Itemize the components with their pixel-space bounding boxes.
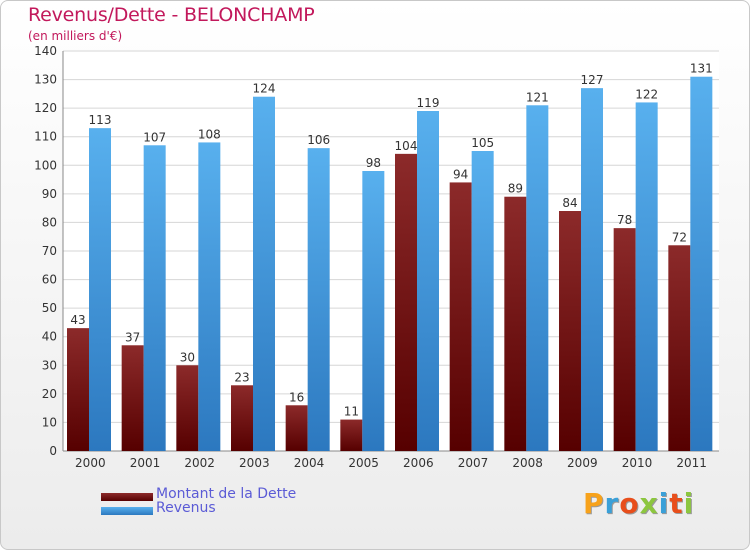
bar-dette bbox=[285, 405, 308, 451]
bar-revenus bbox=[198, 142, 221, 451]
bar-dette bbox=[559, 211, 581, 451]
bar-revenus bbox=[471, 151, 494, 451]
y-tick-label: 130 bbox=[34, 73, 57, 87]
bar-dette bbox=[231, 385, 253, 451]
x-tick-label: 2007 bbox=[458, 456, 489, 470]
logo-letter: i bbox=[658, 487, 670, 520]
x-tick-label: 2002 bbox=[184, 456, 215, 470]
bar-revenus bbox=[581, 88, 603, 452]
y-tick-label: 30 bbox=[42, 358, 57, 372]
bar-dette bbox=[340, 419, 363, 451]
value-label-dette: 94 bbox=[453, 167, 468, 181]
bar-revenus bbox=[526, 105, 549, 452]
bar-dette bbox=[613, 228, 636, 451]
value-label-dette: 72 bbox=[672, 230, 687, 244]
value-label-revenus: 106 bbox=[307, 133, 330, 147]
bar-dette bbox=[176, 365, 199, 451]
logo-letter: t bbox=[669, 487, 684, 520]
x-tick-label: 2009 bbox=[567, 456, 598, 470]
bar-revenus bbox=[89, 128, 111, 451]
bar-revenus bbox=[635, 102, 658, 451]
value-label-dette: 23 bbox=[234, 370, 249, 384]
chart-subtitle: (en milliers d'€) bbox=[28, 29, 123, 43]
value-label-dette: 37 bbox=[125, 330, 140, 344]
value-label-dette: 30 bbox=[180, 350, 195, 364]
value-label-dette: 43 bbox=[70, 313, 85, 327]
value-label-dette: 104 bbox=[395, 139, 418, 153]
y-tick-label: 110 bbox=[34, 130, 57, 144]
legend-swatch-dette bbox=[101, 493, 153, 501]
bar-dette bbox=[395, 153, 417, 451]
value-label-revenus: 113 bbox=[89, 113, 112, 127]
logo-letter: o bbox=[619, 487, 640, 520]
value-label-dette: 11 bbox=[344, 405, 359, 419]
y-tick-label: 20 bbox=[42, 387, 57, 401]
x-tick-label: 2001 bbox=[130, 456, 161, 470]
value-label-revenus: 98 bbox=[366, 156, 381, 170]
x-tick-label: 2005 bbox=[348, 456, 379, 470]
bar-dette bbox=[668, 245, 691, 451]
y-tick-label: 0 bbox=[49, 444, 57, 458]
logo-letter: x bbox=[639, 487, 659, 520]
value-label-revenus: 124 bbox=[253, 82, 276, 96]
x-tick-label: 2006 bbox=[403, 456, 434, 470]
bar-revenus bbox=[690, 76, 713, 451]
legend-label-dette: Montant de la Dette bbox=[156, 486, 297, 502]
y-tick-label: 50 bbox=[42, 301, 57, 315]
bar-revenus bbox=[253, 96, 275, 451]
x-tick-label: 2004 bbox=[294, 456, 325, 470]
value-label-revenus: 121 bbox=[526, 90, 549, 104]
bar-dette bbox=[121, 345, 144, 451]
y-tick-label: 60 bbox=[42, 273, 57, 287]
x-tick-label: 2000 bbox=[75, 456, 106, 470]
value-label-revenus: 119 bbox=[417, 96, 440, 110]
bar-revenus bbox=[417, 111, 439, 451]
y-tick-label: 40 bbox=[42, 330, 57, 344]
value-label-dette: 84 bbox=[562, 196, 577, 210]
proxiti-logo: Proxiti bbox=[583, 487, 694, 520]
y-tick-label: 10 bbox=[42, 415, 57, 429]
value-label-dette: 78 bbox=[617, 213, 632, 227]
x-tick-label: 2010 bbox=[622, 456, 653, 470]
bar-revenus bbox=[307, 148, 330, 451]
value-label-dette: 16 bbox=[289, 390, 304, 404]
y-tick-label: 140 bbox=[34, 44, 57, 58]
legend-swatch-revenus bbox=[101, 507, 153, 515]
bar-dette bbox=[67, 328, 89, 451]
value-label-revenus: 127 bbox=[581, 73, 604, 87]
logo-letter: r bbox=[604, 487, 620, 520]
bar-dette bbox=[504, 196, 527, 451]
bar-revenus bbox=[362, 171, 385, 451]
y-tick-label: 90 bbox=[42, 187, 57, 201]
value-label-revenus: 122 bbox=[635, 87, 658, 101]
legend-label-revenus: Revenus bbox=[156, 500, 216, 516]
value-label-dette: 89 bbox=[508, 182, 523, 196]
y-tick-label: 100 bbox=[34, 158, 57, 172]
y-tick-label: 70 bbox=[42, 244, 57, 258]
value-label-revenus: 131 bbox=[690, 62, 713, 76]
x-tick-label: 2011 bbox=[676, 456, 707, 470]
value-label-revenus: 108 bbox=[198, 127, 221, 141]
value-label-revenus: 105 bbox=[471, 136, 494, 150]
y-tick-label: 80 bbox=[42, 215, 57, 229]
logo-letter: i bbox=[683, 487, 695, 520]
bar-revenus bbox=[143, 145, 166, 452]
logo-letter: P bbox=[583, 487, 605, 520]
chart-title: Revenus/Dette - BELONCHAMP bbox=[28, 4, 315, 26]
y-tick-label: 120 bbox=[34, 101, 57, 115]
x-tick-label: 2003 bbox=[239, 456, 270, 470]
x-tick-label: 2008 bbox=[512, 456, 543, 470]
bar-dette bbox=[449, 182, 472, 451]
value-label-revenus: 107 bbox=[143, 130, 166, 144]
